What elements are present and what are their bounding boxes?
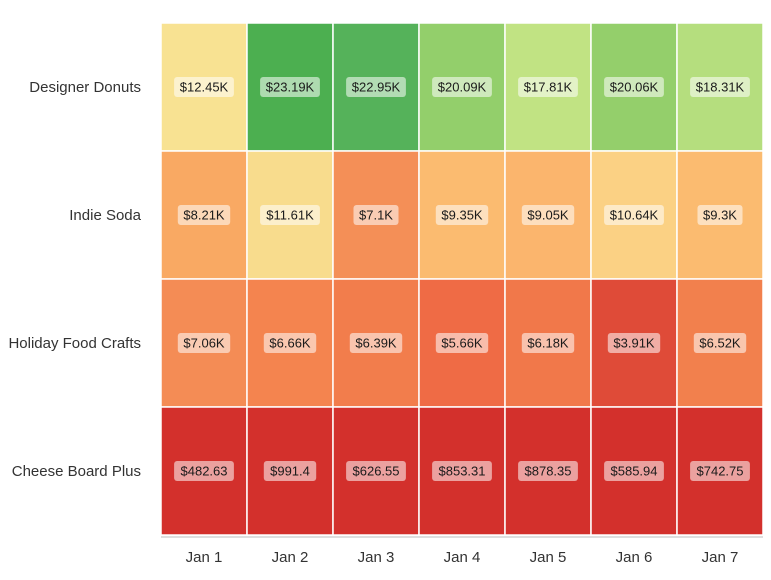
row-label: Holiday Food Crafts [8,335,141,352]
column-label: Jan 7 [702,549,739,566]
cell-label-background [263,461,317,481]
cell-value-label: $6.39K [355,336,397,351]
cell-label-background [521,205,575,225]
heatmap-cells: $12.45K $23.19K $22.95K $20.09K $17.81K $20.0… [160,22,764,536]
cell-label-background [693,333,747,353]
cell-value-label: $11.61K [266,208,314,223]
row-label: Designer Donuts [29,79,141,96]
column-label: Jan 3 [358,549,395,566]
cell-label-background [435,333,489,353]
cell-label-background [604,77,664,97]
cell-value-label: $20.09K [438,80,487,95]
cell-label-background [177,333,231,353]
cell-value-label: $878.35 [525,464,572,479]
column-label: Jan 6 [616,549,653,566]
cell-label-background [346,77,406,97]
cell-value-label: $991.4 [270,464,310,479]
cell-value-label: $17.81K [524,80,573,95]
cell-label-background [697,205,743,225]
column-label: Jan 2 [272,549,309,566]
cell-value-label: $7.06K [183,336,225,351]
cell-label-background [177,205,231,225]
cell-label-background [690,77,750,97]
cell-value-label: $10.64K [610,208,659,223]
cell-value-label: $5.66K [441,336,483,351]
row-labels: Designer Donuts Indie Soda Holiday Food Cr… [8,79,141,480]
cell-label-background [435,205,489,225]
cell-label-background [260,205,320,225]
cell-label-background [260,77,320,97]
cell-value-label: $742.75 [697,464,744,479]
cell-value-label: $9.05K [527,208,569,223]
row-label: Cheese Board Plus [12,463,141,480]
cell-value-label: $6.52K [699,336,741,351]
cell-value-label: $7.1K [359,208,393,223]
column-label: Jan 1 [186,549,223,566]
cell-value-label: $23.19K [266,80,315,95]
cell-label-background [174,461,234,481]
cell-label-background [346,461,406,481]
cell-label-background [518,77,578,97]
cell-value-label: $482.63 [181,464,228,479]
cell-value-label: $6.66K [269,336,311,351]
cell-label-background [518,461,578,481]
cell-label-background [604,205,664,225]
cell-label-background [174,77,234,97]
cell-value-label: $18.31K [696,80,745,95]
cell-label-background [349,333,403,353]
cell-label-background [432,77,492,97]
cell-value-label: $20.06K [610,80,659,95]
cell-label-background [607,333,661,353]
cell-label-background [432,461,492,481]
cell-value-label: $853.31 [439,464,486,479]
row-label: Indie Soda [69,207,141,224]
cell-value-label: $3.91K [613,336,655,351]
cell-value-label: $22.95K [352,80,401,95]
column-label: Jan 4 [444,549,481,566]
cell-label-background [263,333,317,353]
cell-label-background [690,461,750,481]
cell-label-background [353,205,399,225]
cell-value-label: $626.55 [353,464,400,479]
column-labels: Jan 1 Jan 2 Jan 3 Jan 4 Jan 5 Jan 6 Jan 7 [186,549,739,566]
column-label: Jan 5 [530,549,567,566]
cell-value-label: $9.35K [441,208,483,223]
cell-value-label: $585.94 [611,464,658,479]
cell-label-background [604,461,664,481]
cell-label-background [521,333,575,353]
cell-value-label: $12.45K [180,80,229,95]
cell-value-label: $9.3K [703,208,737,223]
cell-value-label: $6.18K [527,336,569,351]
cell-value-label: $8.21K [183,208,225,223]
